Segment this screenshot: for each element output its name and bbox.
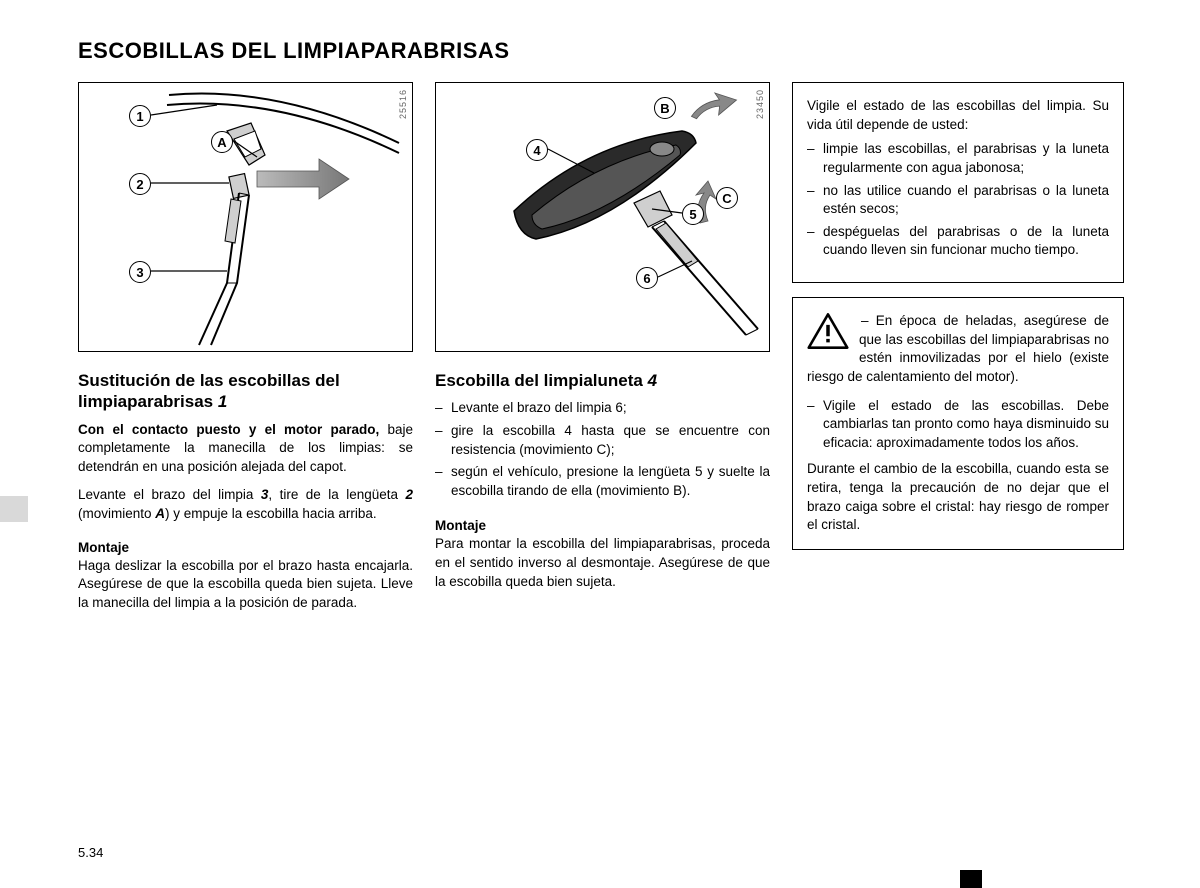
warn-p2: Durante el cambio de la escobilla, cuand… [807,460,1109,535]
col1-heading-ref: 1 [218,392,227,411]
column-3: Vigile el estado de las escobillas del l… [792,82,1124,623]
callout-A: A [211,131,233,153]
callout-1: 1 [129,105,151,127]
info-box: Vigile el estado de las escobillas del l… [792,82,1124,283]
info-li3: despéguelas del parabrisas o de la lunet… [807,223,1109,260]
callout-3: 3 [129,261,151,283]
callout-2: 2 [129,173,151,195]
callout-6: 6 [636,267,658,289]
page-number: 5.34 [78,845,103,860]
warning-box: – En época de heladas, asegúrese de que … [792,297,1124,550]
col2-heading-ref: 4 [648,371,657,390]
col1-p2: Levante el brazo del limpia 3, tire de l… [78,486,413,523]
side-tab [0,496,28,522]
page-title: ESCOBILLAS DEL LIMPIAPARABRISAS [78,38,1122,64]
figure-2: 23450 [435,82,770,352]
col1-sub: Montaje [78,540,413,555]
col2-li3: según el vehículo, presione la lengüeta … [435,463,770,500]
col2-heading-text: Escobilla del limpialuneta [435,371,643,390]
warn-li1: Vigile el estado de las escobillas. Debe… [807,397,1109,453]
column-2: 23450 [435,82,770,623]
col2-li2: gire la escobilla 4 hasta que se encuent… [435,422,770,459]
info-li1: limpie las escobillas, el parabrisas y l… [807,140,1109,177]
callout-C: C [716,187,738,209]
bottom-tab [960,870,982,888]
col2-li1: Levante el brazo del limpia 6; [435,399,770,418]
callout-5: 5 [682,203,704,225]
info-list: limpie las escobillas, el parabrisas y l… [807,140,1109,260]
col2-sub: Montaje [435,518,770,533]
figure-1: 25516 [78,82,413,352]
warn-p1: – En época de heladas, asegúrese de que … [807,312,1109,387]
col1-p3: Haga deslizar la escobilla por el brazo … [78,557,413,613]
col2-p3: Para montar la escobilla del limpiaparab… [435,535,770,591]
callout-4: 4 [526,139,548,161]
col2-heading: Escobilla del limpialuneta 4 [435,370,770,391]
info-intro: Vigile el estado de las escobillas del l… [807,97,1109,134]
warning-icon [807,312,849,350]
columns: 25516 [78,82,1122,623]
col1-heading: Sustitución de las escobillas del limpia… [78,370,413,413]
col1-p1: Con el contacto puesto y el motor parado… [78,421,413,477]
figure-1-svg [79,83,412,351]
col1-p1-bold: Con el contacto puesto y el motor parado… [78,422,379,437]
info-li2: no las utilice cuando el parabrisas o la… [807,182,1109,219]
col2-list: Levante el brazo del limpia 6; gire la e… [435,399,770,504]
col1-heading-text: Sustitución de las escobillas del limpia… [78,371,340,411]
figure-2-svg [436,83,769,351]
callout-B: B [654,97,676,119]
column-1: 25516 [78,82,413,623]
warn-list: Vigile el estado de las escobillas. Debe… [807,397,1109,453]
